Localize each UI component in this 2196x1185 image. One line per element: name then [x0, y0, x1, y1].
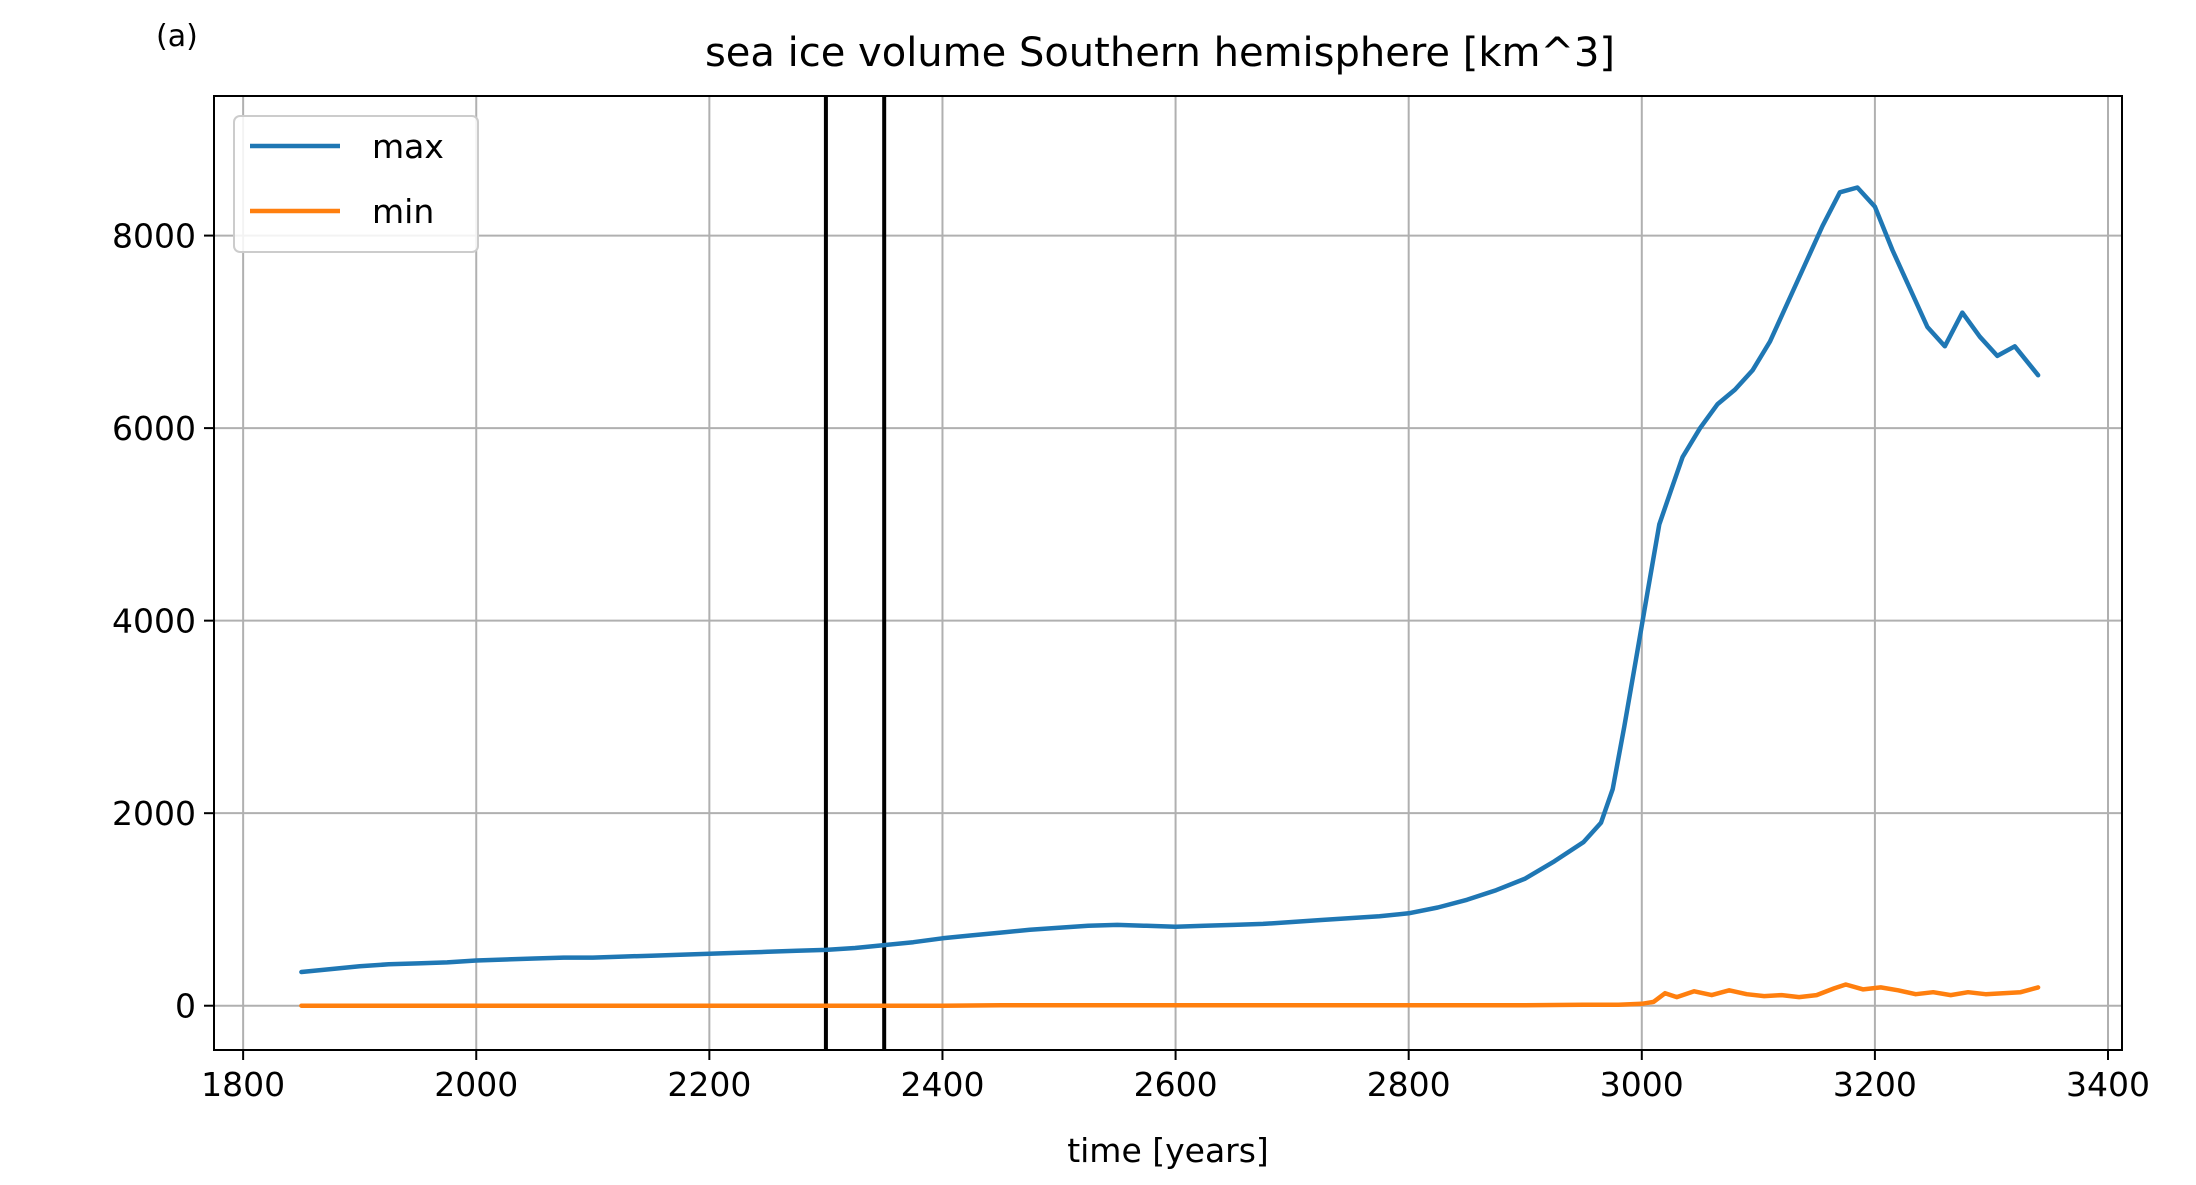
x-axis-label: time [years] — [1067, 1131, 1269, 1170]
axis-ticks: 1800 2000 2200 2400 2600 2800 3000 3200 3400 0 200… — [112, 217, 2150, 1104]
x-tick-label: 2200 — [667, 1065, 751, 1104]
y-tick-label: 4000 — [112, 602, 196, 641]
vertical-marker-lines — [823, 96, 887, 1050]
x-tick-label: 3400 — [2066, 1065, 2150, 1104]
legend-label-min: min — [372, 192, 434, 231]
plot-frame — [213, 95, 2123, 1051]
series-lines — [299, 185, 2041, 1008]
y-tick-label: 2000 — [112, 794, 196, 833]
grid-lines — [214, 96, 2122, 1050]
panel-label: (a) — [156, 19, 198, 54]
chart-title: sea ice volume Southern hemisphere [km^3… — [705, 30, 1615, 76]
legend: max min — [233, 115, 479, 253]
x-tick-label: 2400 — [900, 1065, 984, 1104]
y-tick-label: 6000 — [112, 409, 196, 448]
series-line-max — [299, 185, 2041, 975]
legend-label-max: max — [372, 127, 444, 166]
series-line-min — [299, 982, 2041, 1008]
x-tick-label: 3000 — [1600, 1065, 1684, 1104]
legend-box — [233, 115, 479, 253]
y-tick-label: 0 — [175, 987, 196, 1026]
x-tick-label: 2800 — [1367, 1065, 1451, 1104]
y-tick-label: 8000 — [112, 217, 196, 256]
x-tick-label: 1800 — [201, 1065, 285, 1104]
x-tick-label: 2000 — [434, 1065, 518, 1104]
x-tick-label: 2600 — [1134, 1065, 1218, 1104]
x-tick-label: 3200 — [1833, 1065, 1917, 1104]
